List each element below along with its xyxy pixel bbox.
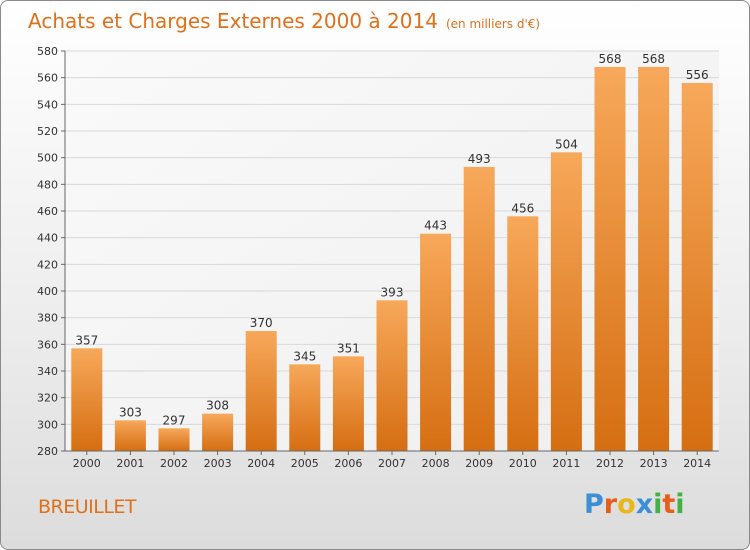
bar-value-label: 556 — [686, 68, 709, 82]
logo-letter: i — [653, 489, 663, 520]
bar-2003 — [202, 413, 234, 451]
bar-value-label: 308 — [206, 399, 229, 413]
bar-value-label: 357 — [75, 333, 98, 347]
y-tick-label: 420 — [37, 258, 58, 271]
x-tick-label: 2005 — [291, 457, 319, 470]
y-tick-label: 360 — [37, 338, 58, 351]
x-tick-label: 2008 — [422, 457, 450, 470]
y-tick-label: 460 — [37, 205, 58, 218]
chart-subtitle: (en milliers d'€) — [445, 17, 541, 31]
bar-value-label: 351 — [337, 341, 360, 355]
y-tick-label: 580 — [37, 45, 58, 58]
bar-2006 — [332, 356, 364, 451]
logo-letter: o — [617, 489, 636, 520]
y-tick-label: 400 — [37, 285, 58, 298]
y-tick-label: 500 — [37, 152, 58, 165]
bar-2000 — [71, 348, 103, 451]
bar-2005 — [289, 364, 321, 451]
y-tick-label: 320 — [37, 392, 58, 405]
bar-2002 — [158, 428, 190, 451]
bar-value-label: 443 — [424, 219, 447, 233]
bar-2007 — [376, 300, 408, 451]
bar-2010 — [507, 216, 539, 451]
y-tick-label: 560 — [37, 72, 58, 85]
bar-value-label: 456 — [511, 201, 534, 215]
x-tick-label: 2010 — [509, 457, 537, 470]
x-tick-label: 2003 — [204, 457, 232, 470]
x-tick-label: 2001 — [116, 457, 144, 470]
y-tick-label: 440 — [37, 232, 58, 245]
bar-value-label: 504 — [555, 137, 578, 151]
y-tick-label: 380 — [37, 312, 58, 325]
bar-value-label: 345 — [293, 349, 316, 363]
x-tick-label: 2004 — [247, 457, 275, 470]
bar-value-label: 303 — [119, 405, 142, 419]
proxiti-logo: Proxiti — [584, 489, 685, 520]
y-tick-label: 340 — [37, 365, 58, 378]
y-tick-label: 300 — [37, 418, 58, 431]
logo-letter: x — [635, 489, 654, 520]
x-tick-label: 2009 — [465, 457, 493, 470]
bar-2004 — [245, 331, 277, 451]
bar-2013 — [638, 67, 670, 451]
y-tick-label: 520 — [37, 125, 58, 138]
y-tick-label: 480 — [37, 178, 58, 191]
x-tick-label: 2006 — [334, 457, 362, 470]
x-tick-label: 2007 — [378, 457, 406, 470]
bar-value-label: 297 — [163, 413, 186, 427]
x-tick-label: 2000 — [73, 457, 101, 470]
bar-value-label: 568 — [642, 52, 665, 66]
x-tick-label: 2011 — [552, 457, 580, 470]
bar-2009 — [463, 167, 495, 451]
bar-2008 — [420, 233, 452, 451]
y-tick-label: 540 — [37, 98, 58, 111]
bar-value-label: 393 — [381, 285, 404, 299]
logo-letter: i — [675, 489, 685, 520]
bar-2014 — [681, 83, 713, 451]
bar-value-label: 568 — [599, 52, 622, 66]
x-tick-label: 2014 — [683, 457, 711, 470]
bar-2012 — [594, 67, 626, 451]
bar-value-label: 370 — [250, 316, 273, 330]
commune-name: BREUILLET — [38, 496, 137, 518]
bar-value-label: 493 — [468, 152, 491, 166]
bar-2011 — [550, 152, 582, 452]
y-tick-label: 280 — [37, 445, 58, 458]
x-tick-label: 2012 — [596, 457, 624, 470]
x-tick-label: 2002 — [160, 457, 188, 470]
logo-letter: r — [603, 489, 618, 520]
x-tick-label: 2013 — [640, 457, 668, 470]
logo-letter: P — [584, 489, 604, 520]
bar-2001 — [114, 420, 146, 451]
chart-title: Achats et Charges Externes 2000 à 2014 (e… — [28, 9, 540, 33]
chart-title-text: Achats et Charges Externes 2000 à 2014 — [28, 9, 438, 33]
logo-letter: t — [662, 489, 676, 520]
